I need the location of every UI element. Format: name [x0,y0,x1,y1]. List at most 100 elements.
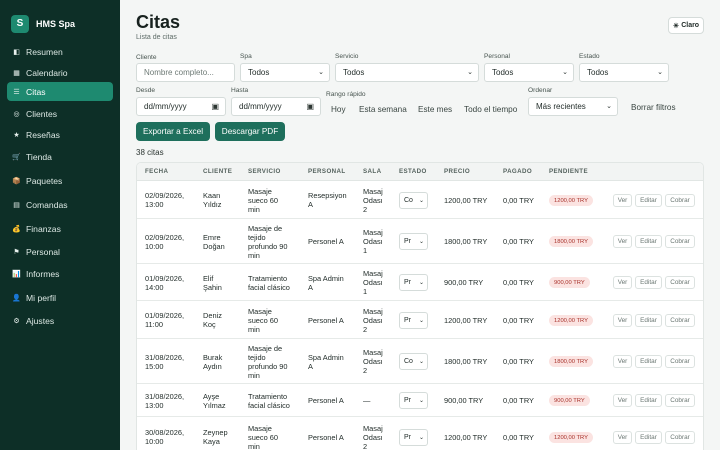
brand[interactable]: S HMS Spa [0,0,120,38]
column-header-servicio[interactable]: SERVICIO [248,168,281,175]
desde-date-input[interactable]: dd/mm/yyyy ▣ [136,97,226,116]
ver-button[interactable]: Ver [613,235,632,248]
estado-select[interactable]: Pr ⌄ [399,392,428,409]
sidebar-item-ajustes[interactable]: ⚙ Ajustes [7,311,113,330]
servicio-cell-line: min [248,251,260,260]
column-header-estado[interactable]: ESTADO [399,168,427,175]
hasta-date-input[interactable]: dd/mm/yyyy ▣ [231,97,321,116]
precio-cell: 900,00 TRY [444,396,484,405]
sidebar-item-resenas[interactable]: ★ Reseñas [7,125,113,144]
sidebar: S HMS Spa ◧ Resumen ▦ Calendario ☰ Citas ◎ Clie… [0,0,120,450]
cliente-search-input[interactable]: Nombre completo... [136,63,235,82]
estado-select[interactable]: Co ⌄ [399,353,428,370]
sidebar-item-clientes[interactable]: ◎ Clientes [7,104,113,123]
sidebar-item-label: Informes [26,268,60,279]
sidebar-item-tienda[interactable]: 🛒 Tienda [7,147,113,166]
editar-button[interactable]: Editar [635,355,662,368]
sidebar-item-mi-perfil[interactable]: 👤 Mi perfil [7,288,113,307]
range-todo-el-tiempo-button[interactable]: Todo el tiempo [464,105,518,114]
cobrar-button[interactable]: Cobrar [665,276,695,289]
precio-cell: 1200,00 TRY [444,196,488,205]
estado-select[interactable]: Pr ⌄ [399,429,428,446]
editar-button[interactable]: Editar [635,431,662,444]
column-header-pagado[interactable]: PAGADO [503,168,533,175]
cobrar-button[interactable]: Cobrar [665,394,695,407]
sidebar-item-comandas[interactable]: ▤ Comandas [7,195,113,214]
range-esta-semana-button[interactable]: Esta semana [359,105,407,114]
estado-select[interactable]: Pr ⌄ [399,233,428,250]
sidebar-item-personal[interactable]: ⚑ Personal [7,242,113,261]
sala-cell-line: Odası [363,433,383,442]
estado-select[interactable]: Todos ⌄ [579,63,669,82]
sala-cell-line: Masaj [363,228,383,237]
sidebar-item-finanzas[interactable]: 💰 Finanzas [7,219,113,238]
ver-button[interactable]: Ver [613,431,632,444]
cobrar-button[interactable]: Cobrar [665,314,695,327]
column-header-sala[interactable]: SALA [363,168,382,175]
clear-filters-button[interactable]: Borrar filtros [631,103,676,112]
pending-badge: 1800,00 TRY [549,236,593,247]
theme-toggle-button[interactable]: ☀ Claro [668,17,704,34]
sala-cell-line: Masaj [363,348,383,357]
sidebar-item-label: Reseñas [26,129,60,140]
editar-button[interactable]: Editar [635,276,662,289]
estado-select[interactable]: Co ⌄ [399,192,428,209]
spa-select[interactable]: Todos ⌄ [240,63,330,82]
personal-select[interactable]: Todos ⌄ [484,63,574,82]
personal-cell: Resepsiyon A [308,191,347,209]
servicio-cell: Masaje sueco 60 min [248,424,278,450]
cobrar-button[interactable]: Cobrar [665,194,695,207]
sala-cell-line: 2 [363,205,368,214]
editar-button[interactable]: Editar [635,194,662,207]
column-header-pendiente[interactable]: PENDIENTE [549,168,589,175]
editar-button[interactable]: Editar [635,394,662,407]
estado-select[interactable]: Pr ⌄ [399,312,428,329]
hasta-label: Hasta [231,87,249,94]
servicio-select[interactable]: Todos ⌄ [335,63,479,82]
cobrar-button[interactable]: Cobrar [665,235,695,248]
range-hoy-button[interactable]: Hoy [331,105,346,114]
ver-button[interactable]: Ver [613,194,632,207]
column-header-cliente[interactable]: CLIENTE [203,168,233,175]
brand-name: HMS Spa [36,18,76,29]
ordenar-select[interactable]: Más recientes ⌄ [528,97,618,116]
table-row: 01/09/2026, 14:00 Elif Şahin Tratamiento faci… [137,264,703,301]
pagado-cell: 0,00 TRY [503,196,534,205]
cobrar-button[interactable]: Cobrar [665,355,695,368]
ver-button[interactable]: Ver [613,355,632,368]
estado-select-value: Co [404,358,413,365]
download-pdf-button[interactable]: Descargar PDF [215,122,285,141]
personal-icon: ⚑ [13,248,20,256]
column-header-fecha[interactable]: FECHA [145,168,169,175]
estado-select-value: Pr [404,434,411,441]
sidebar-item-informes[interactable]: 📊 Informes [7,264,113,283]
estado-select[interactable]: Pr ⌄ [399,274,428,291]
table-row: 31/08/2026, 15:00 Burak Aydın Masaje de tejid… [137,339,703,384]
column-header-precio[interactable]: PRECIO [444,168,471,175]
ver-button[interactable]: Ver [613,276,632,289]
personal-cell: Spa Admin A [308,353,344,371]
table-row: 01/09/2026, 11:00 Deniz Koç Masaje sueco 60 mi… [137,301,703,339]
sidebar-item-label: Personal [26,246,60,257]
ver-button[interactable]: Ver [613,394,632,407]
cliente-cell: Elif Şahin [203,274,222,292]
export-excel-button[interactable]: Exportar a Excel [136,122,210,141]
editar-button[interactable]: Editar [635,235,662,248]
table-row: 02/09/2026, 13:00 Kaan Yıldız Masaje sueco 60… [137,181,703,219]
pending-badge: 1200,00 TRY [549,315,593,326]
cobrar-button[interactable]: Cobrar [665,431,695,444]
range-este-mes-button[interactable]: Este mes [418,105,453,114]
pagado-cell: 0,00 TRY [503,357,534,366]
cliente-cell: Ayşe Yılmaz [203,392,226,410]
sidebar-item-calendario[interactable]: ▦ Calendario [7,63,113,82]
editar-button[interactable]: Editar [635,314,662,327]
fecha-cell: 02/09/2026, 10:00 [145,233,184,251]
sidebar-item-paquetes[interactable]: 📦 Paquetes [7,171,113,190]
sidebar-item-resumen[interactable]: ◧ Resumen [7,42,113,61]
ver-button[interactable]: Ver [613,314,632,327]
servicio-cell: Masaje de tejido profundo 90 min [248,344,287,380]
column-header-personal[interactable]: PERSONAL [308,168,346,175]
sidebar-item-citas[interactable]: ☰ Citas [7,82,113,101]
table-header: FECHA CLIENTE SERVICIO PERSONAL SALA ESTADO PR… [137,163,703,181]
cliente-cell-line: Koç [203,320,216,329]
